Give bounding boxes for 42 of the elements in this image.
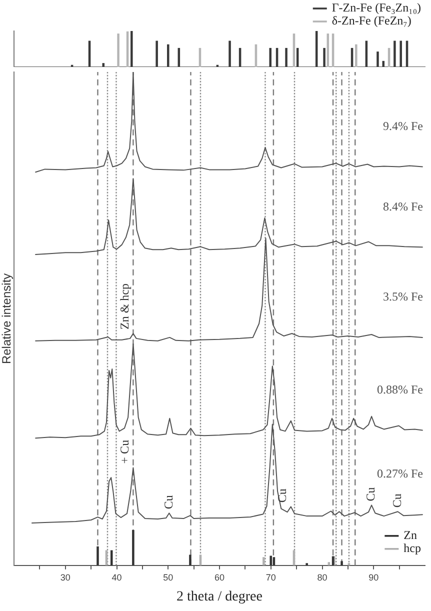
bar [96, 546, 99, 566]
y-axis-title: Relative intensity [0, 273, 14, 364]
bar [262, 557, 265, 566]
x-tick-label: 80 [317, 572, 328, 582]
x-tick-label: 60 [214, 572, 225, 582]
x-tick-label: 50 [163, 572, 174, 582]
bar [340, 561, 343, 566]
x-tick-label: 70 [266, 572, 276, 582]
annotation: Cu [161, 495, 176, 510]
text: 8.4% Fe [383, 199, 423, 214]
bar [132, 530, 134, 566]
annotation: Cu [275, 488, 290, 503]
bar [269, 48, 272, 67]
bar [156, 40, 158, 67]
bar [394, 40, 396, 67]
bar [376, 52, 379, 67]
x-tick-label: 40 [112, 572, 122, 582]
x-tick-label: 90 [368, 572, 379, 582]
bar [400, 40, 402, 67]
bar [228, 40, 231, 67]
text: 9.4% Fe [383, 118, 423, 133]
bar [166, 44, 170, 67]
annotation: + Cu [117, 440, 132, 464]
bar [355, 44, 358, 67]
bar [130, 31, 133, 67]
annotation: Cu [364, 487, 378, 502]
legend-label: Zn [404, 528, 418, 542]
bar [285, 48, 288, 67]
x-axis-title: 2 theta / degree [176, 589, 262, 604]
bar [323, 48, 326, 67]
x-tick-label: 30 [60, 572, 70, 582]
bar [117, 34, 120, 67]
legend-label: hcp [404, 541, 421, 556]
annotation: Zn & hcp [117, 284, 132, 330]
legend-label: δ-Zn-Fe (FeZn₇) [332, 14, 412, 28]
bar [189, 554, 192, 566]
text: 0.27% Fe [377, 466, 423, 481]
series-label: 0.88% Fe [377, 382, 423, 396]
legend-label: Γ-Zn-Fe (Fe₃Zn₁₀) [332, 0, 422, 15]
text: 3.5% Fe [383, 290, 423, 304]
bar [270, 556, 272, 566]
annotation: Cu [390, 494, 404, 508]
